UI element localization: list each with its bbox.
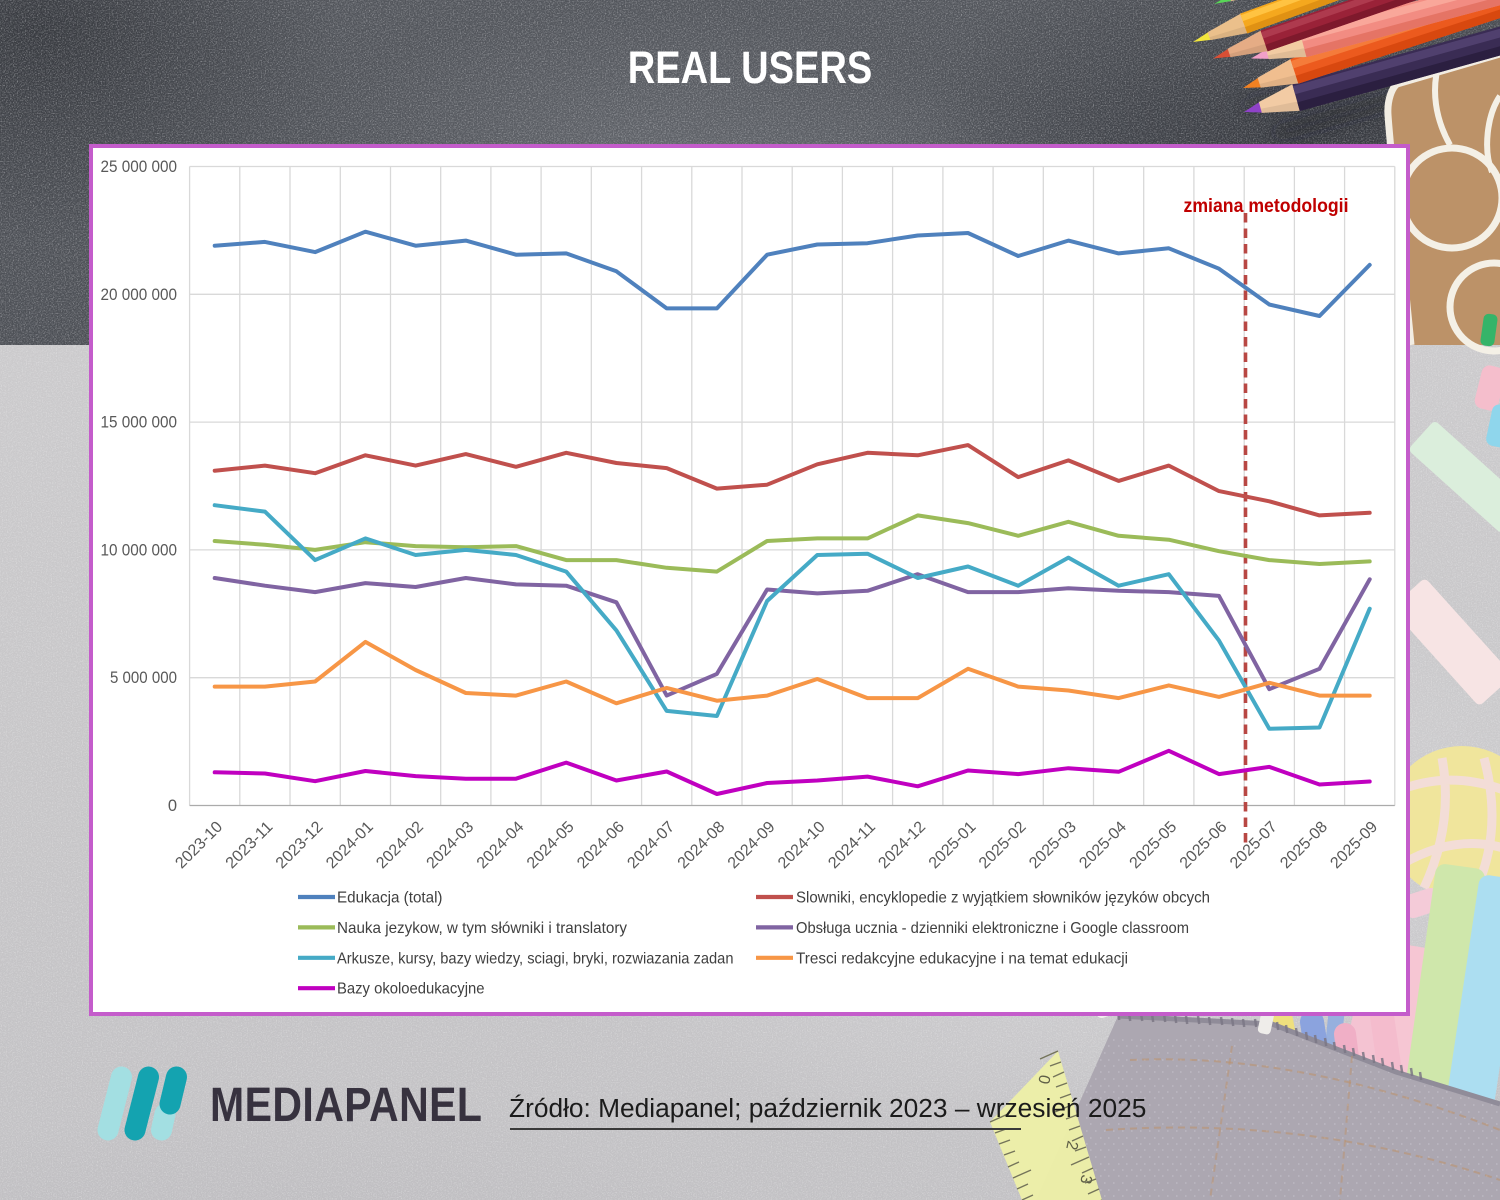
svg-text:2025-07: 2025-07 — [1227, 818, 1281, 872]
svg-text:2024-08: 2024-08 — [675, 818, 729, 872]
svg-text:2025-06: 2025-06 — [1177, 818, 1231, 872]
svg-text:20 000 000: 20 000 000 — [101, 286, 178, 304]
svg-text:2024-06: 2024-06 — [574, 818, 628, 872]
svg-text:2025-08: 2025-08 — [1277, 818, 1331, 872]
svg-text:2023-10: 2023-10 — [172, 818, 226, 872]
svg-text:2024-09: 2024-09 — [725, 818, 779, 872]
svg-text:2024-02: 2024-02 — [373, 818, 427, 872]
svg-text:Nauka jezykow, w tym słówniki: Nauka jezykow, w tym słówniki i translat… — [337, 920, 627, 937]
svg-text:Arkusze, kursy, bazy wiedzy, s: Arkusze, kursy, bazy wiedzy, sciagi, bry… — [337, 950, 734, 967]
svg-text:Tresci redakcyjne edukacyjne i: Tresci redakcyjne edukacyjne i na temat … — [796, 950, 1128, 967]
svg-text:2024-05: 2024-05 — [524, 818, 578, 872]
svg-text:0: 0 — [168, 797, 177, 815]
svg-text:15 000 000: 15 000 000 — [101, 414, 178, 432]
svg-text:2023-12: 2023-12 — [273, 818, 327, 872]
svg-text:Bazy okoloedukacyjne: Bazy okoloedukacyjne — [337, 981, 485, 998]
svg-text:Obsługa ucznia - dzienniki ele: Obsługa ucznia - dzienniki elektroniczne… — [796, 920, 1189, 937]
svg-text:2024-12: 2024-12 — [875, 818, 929, 872]
svg-text:2024-04: 2024-04 — [474, 818, 528, 872]
svg-text:2024-01: 2024-01 — [323, 818, 377, 872]
svg-text:3: 3 — [1076, 1173, 1094, 1185]
svg-text:2025-02: 2025-02 — [976, 818, 1030, 872]
svg-text:Slowniki, encyklopedie z wyjąt: Slowniki, encyklopedie z wyjątkiem słown… — [796, 890, 1210, 907]
svg-text:2025-04: 2025-04 — [1076, 818, 1130, 872]
svg-text:2024-10: 2024-10 — [775, 818, 829, 872]
svg-text:5 000 000: 5 000 000 — [110, 669, 177, 687]
svg-text:2023-11: 2023-11 — [223, 818, 277, 872]
svg-text:2024-03: 2024-03 — [424, 818, 478, 872]
svg-text:10 000 000: 10 000 000 — [101, 541, 178, 559]
svg-text:25 000 000: 25 000 000 — [101, 158, 178, 176]
svg-text:2: 2 — [1062, 1139, 1080, 1151]
svg-text:2024-07: 2024-07 — [624, 818, 678, 872]
svg-text:2024-11: 2024-11 — [825, 818, 879, 872]
svg-text:2025-05: 2025-05 — [1127, 818, 1181, 872]
svg-text:2025-01: 2025-01 — [926, 818, 980, 872]
svg-text:Edukacja (total): Edukacja (total) — [337, 890, 443, 907]
svg-text:0: 0 — [1034, 1073, 1052, 1085]
svg-text:2025-03: 2025-03 — [1026, 818, 1080, 872]
svg-text:2025-09: 2025-09 — [1327, 818, 1381, 872]
svg-text:zmiana metodologii: zmiana metodologii — [1184, 196, 1349, 217]
